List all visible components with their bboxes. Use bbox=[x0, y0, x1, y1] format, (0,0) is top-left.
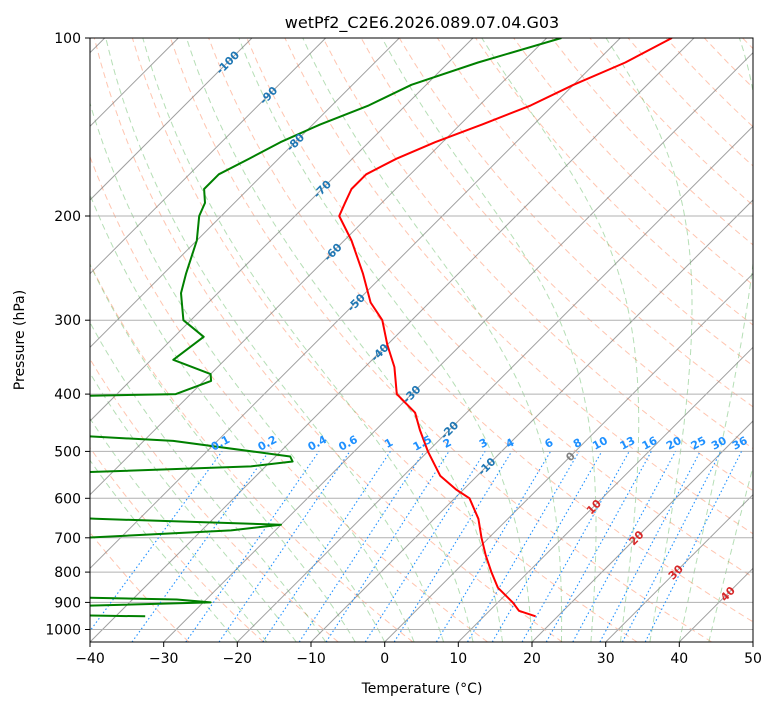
dry-adiabat-line bbox=[513, 38, 753, 286]
mixing-ratio-line bbox=[325, 451, 450, 642]
mixing-ratio-label: 36 bbox=[730, 434, 750, 453]
isotherm-line bbox=[90, 38, 253, 201]
isotherm-line bbox=[457, 346, 753, 642]
moist-adiabat-line bbox=[90, 417, 268, 642]
isotherm-line bbox=[163, 51, 753, 642]
y-axis-ticks: 100 200 300 400 500 600 700 800 900 1000 bbox=[45, 31, 90, 639]
moist-adiabat-line bbox=[105, 38, 445, 642]
y-tick-label: 600 bbox=[54, 491, 81, 507]
isotherm-line bbox=[90, 38, 400, 349]
x-tick-label: 40 bbox=[670, 651, 688, 667]
x-tick-label: −20 bbox=[223, 651, 253, 667]
y-tick-label: 500 bbox=[54, 444, 81, 460]
plot-area bbox=[90, 38, 753, 642]
mixing-ratio-line bbox=[545, 451, 652, 642]
dry-adiabat-line bbox=[284, 38, 753, 535]
mixing-ratio-label: 20 bbox=[664, 434, 684, 453]
x-tick-label: 50 bbox=[744, 651, 762, 667]
dewpoint-profile-line bbox=[90, 38, 562, 618]
y-tick-label: 100 bbox=[54, 31, 81, 47]
mixing-ratio-label: 25 bbox=[689, 434, 709, 453]
chart-title: wetPf2_C2E6.2026.089.07.04.G03 bbox=[285, 13, 559, 33]
mixing-ratio-line bbox=[435, 451, 552, 642]
moist-adiabat-line bbox=[481, 38, 640, 642]
mixing-ratio-line bbox=[185, 451, 320, 642]
x-axis-ticks: −40 −30 −20 −10 0 10 20 30 40 50 bbox=[75, 642, 762, 667]
y-tick-label: 200 bbox=[54, 209, 81, 225]
mixing-ratio-line bbox=[572, 451, 676, 642]
moist-adiabat-line bbox=[678, 38, 753, 642]
mixing-ratio-line bbox=[90, 451, 223, 632]
isotherm-line bbox=[384, 272, 753, 642]
mixing-ratio-line bbox=[218, 451, 351, 642]
temperature-profile-line bbox=[338, 38, 673, 618]
isotherm-line bbox=[90, 38, 621, 570]
moist-adiabat-line bbox=[90, 193, 386, 642]
moist-adiabat-line bbox=[186, 38, 503, 642]
y-tick-label: 800 bbox=[54, 565, 81, 581]
moist-adiabat-line bbox=[708, 465, 753, 642]
moist-adiabat-line bbox=[605, 38, 693, 642]
isotherm-line bbox=[90, 38, 695, 642]
mixing-ratio-line bbox=[393, 451, 513, 642]
mixing-ratio-line bbox=[364, 451, 486, 642]
y-tick-label: 700 bbox=[54, 531, 81, 547]
mixing-ratio-line bbox=[521, 451, 630, 642]
moist-adiabat-line bbox=[238, 38, 533, 642]
x-tick-label: 10 bbox=[449, 651, 467, 667]
x-tick-label: 0 bbox=[380, 651, 389, 667]
dry-adiabat-line bbox=[93, 38, 563, 642]
dry-adiabat-line bbox=[322, 38, 753, 492]
moist-adiabat-line bbox=[90, 459, 238, 642]
y-axis-label: Pressure (hPa) bbox=[12, 290, 28, 390]
y-tick-label: 300 bbox=[54, 313, 81, 329]
isotherms bbox=[90, 38, 753, 642]
isotherm-line bbox=[90, 38, 474, 422]
x-tick-label: −30 bbox=[149, 651, 179, 667]
mixing-ratio-label: 10 bbox=[590, 434, 610, 453]
mixing-ratio-line bbox=[467, 451, 580, 642]
isotherm-line bbox=[236, 125, 753, 642]
plot-frame bbox=[89, 37, 754, 643]
moist-adiabat-line bbox=[90, 372, 297, 642]
dry-adiabat-line bbox=[90, 358, 339, 642]
dry-adiabat-line bbox=[131, 38, 638, 642]
pressure-gridlines bbox=[90, 38, 753, 630]
mixing-ratio-label: 30 bbox=[709, 434, 729, 453]
x-tick-label: 30 bbox=[597, 651, 615, 667]
dry-adiabat-line bbox=[90, 446, 264, 642]
dry-adiabat-line bbox=[475, 38, 753, 326]
dry-adiabat-line bbox=[208, 38, 753, 623]
x-tick-label: 20 bbox=[523, 651, 541, 667]
mixing-ratio-line bbox=[131, 451, 270, 642]
dry-adiabat-line bbox=[170, 38, 712, 642]
moist-adiabat-line bbox=[90, 321, 327, 642]
moist-adiabat-line bbox=[302, 38, 563, 642]
dry-adiabat-line bbox=[90, 262, 414, 642]
x-axis-label: Temperature (°C) bbox=[361, 681, 483, 697]
mixing-ratio-lines bbox=[90, 451, 742, 642]
mixing-ratio-label: 16 bbox=[640, 434, 660, 453]
moist-adiabat-line bbox=[90, 263, 356, 642]
mixing-ratio-line bbox=[491, 451, 603, 642]
isotherm-line bbox=[605, 493, 753, 642]
mixing-ratio-label: 13 bbox=[618, 434, 638, 453]
isotherm-line bbox=[90, 38, 327, 275]
y-tick-label: 900 bbox=[54, 595, 81, 611]
moist-adiabat-line bbox=[381, 38, 597, 642]
sounding-series bbox=[90, 38, 673, 618]
y-tick-label: 400 bbox=[54, 387, 81, 403]
dry-adiabats bbox=[90, 38, 753, 642]
isotherm-line bbox=[310, 199, 753, 642]
x-tick-label: −40 bbox=[75, 651, 105, 667]
dry-adiabat-line bbox=[246, 38, 753, 578]
isotherm-line bbox=[531, 420, 753, 642]
y-tick-label: 1000 bbox=[45, 623, 81, 639]
x-tick-label: −10 bbox=[296, 651, 326, 667]
